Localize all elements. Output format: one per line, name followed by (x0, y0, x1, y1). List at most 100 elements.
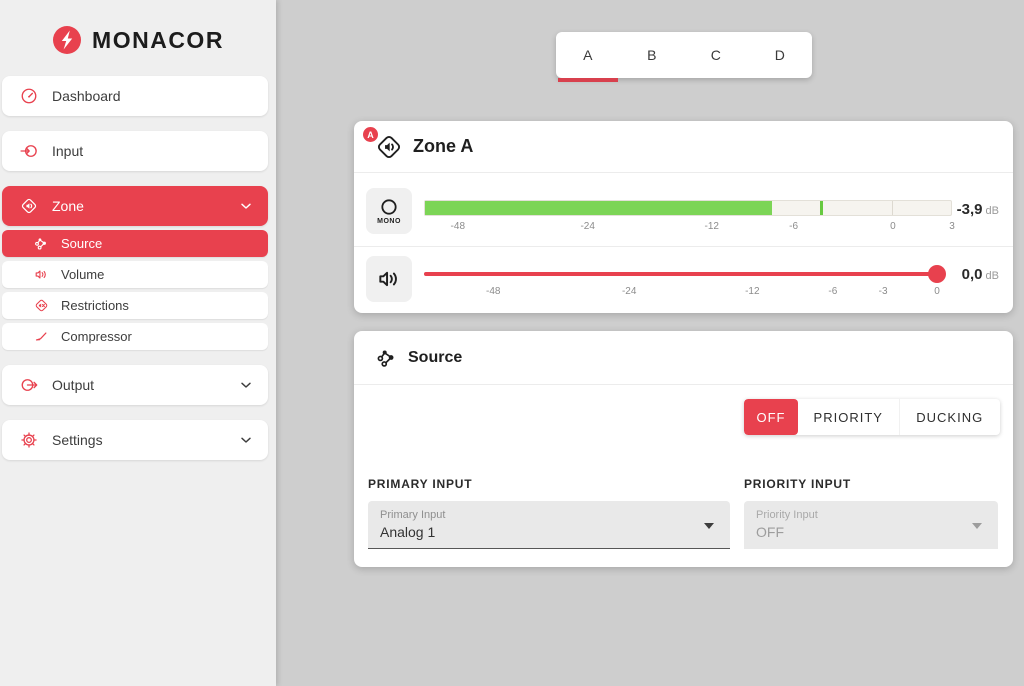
tab-label: B (647, 47, 657, 63)
sidebar-item-label: Dashboard (52, 88, 121, 104)
volume-tick: -12 (745, 286, 760, 297)
source-panel-title: Source (408, 348, 463, 366)
volume-speaker-icon (34, 267, 49, 282)
sidebar-item-settings[interactable]: Settings (2, 420, 268, 460)
meter-tick: 3 (949, 221, 955, 232)
sidebar-item-label: Compressor (61, 329, 132, 344)
zone-speaker-icon (20, 197, 38, 215)
meter-tick: 0 (890, 221, 896, 232)
priority-input-field-label: Priority Input (756, 509, 818, 521)
sidebar-item-dashboard[interactable]: Dashboard (2, 76, 268, 116)
tab-zone-a[interactable]: A (556, 32, 620, 82)
input-icon (20, 142, 38, 160)
chevron-down-icon (238, 432, 254, 448)
zone-diamond-speaker-icon (375, 133, 403, 161)
sidebar-item-label: Zone (52, 198, 84, 214)
sidebar-item-restrictions[interactable]: Restrictions (2, 292, 268, 319)
mode-priority-button[interactable]: PRIORITY (813, 409, 883, 425)
meter-tick: -12 (704, 221, 719, 232)
meter-tick: -24 (580, 221, 595, 232)
volume-slider-thumb[interactable] (928, 265, 946, 283)
meter-tick: -48 (450, 221, 466, 232)
sidebar-item-zone[interactable]: Zone (2, 186, 268, 226)
meter-zero-line (892, 201, 894, 215)
volume-tick: -3 (878, 286, 888, 297)
volume-db-unit: dB (985, 270, 999, 282)
primary-input-field-label: Primary Input (380, 509, 446, 521)
tab-zone-d[interactable]: D (748, 32, 812, 78)
dropdown-caret-icon (972, 523, 982, 529)
primary-input-select[interactable]: Primary Input Analog 1 (368, 501, 730, 549)
mode-off-button[interactable]: OFF (744, 399, 798, 435)
volume-slider[interactable] (424, 265, 946, 283)
zone-panel-title: Zone A (413, 136, 474, 156)
source-panel: Source OFF PRIORITY DUCKING PRIMARY INPU… (354, 331, 1013, 567)
meter-db-value: -3,9 dB (957, 201, 999, 218)
sidebar-item-input[interactable]: Input (2, 131, 268, 171)
restrictions-mute-icon (34, 298, 49, 313)
brand-name: MONACOR (92, 26, 224, 53)
meter-peak-marker (819, 201, 823, 215)
sidebar-item-output[interactable]: Output (2, 365, 268, 405)
meter-tick-labels: -48 -24 -12 -6 0 3 (424, 221, 955, 233)
tab-label: C (710, 47, 722, 63)
monacor-logo-icon (52, 25, 82, 55)
active-tab-underline (558, 78, 618, 82)
priority-input-select[interactable]: Priority Input OFF (744, 501, 998, 549)
speaker-icon (376, 266, 402, 292)
tab-zone-b[interactable]: B (620, 32, 684, 78)
level-meter-row: MONO -48 -24 -12 -6 0 3 -3,9 dB (354, 173, 1013, 247)
source-panel-header: Source (354, 331, 1013, 385)
volume-slider-row: -48 -24 -12 -6 -3 0 0,0 dB (354, 247, 1013, 311)
mono-button[interactable]: MONO (366, 188, 412, 234)
mode-ducking-button[interactable]: DUCKING (898, 399, 1001, 435)
sidebar-item-compressor[interactable]: Compressor (2, 323, 268, 350)
primary-input-value: Analog 1 (380, 524, 436, 540)
level-meter (424, 200, 952, 216)
volume-tick: -24 (621, 286, 637, 297)
mono-button-label: MONO (377, 218, 401, 225)
tab-label: D (774, 47, 786, 63)
volume-tick: -48 (486, 286, 501, 297)
sidebar-item-source[interactable]: Source (2, 230, 268, 257)
zone-a-panel: A Zone A MONO -48 -24 -1 (354, 121, 1013, 313)
volume-tick: -6 (828, 286, 838, 297)
sidebar-item-label: Volume (61, 267, 105, 282)
sidebar-spacer (0, 354, 276, 365)
sidebar-item-volume[interactable]: Volume (2, 261, 268, 288)
volume-db-number: 0,0 (961, 266, 983, 283)
chevron-down-icon (238, 198, 254, 214)
mono-circle-icon (379, 197, 399, 217)
volume-tick: 0 (934, 286, 940, 297)
sidebar-item-label: Source (61, 236, 103, 251)
output-icon (20, 376, 38, 394)
sidebar: MONACOR Dashboard Input Zone (0, 0, 276, 686)
primary-input-section-label: PRIMARY INPUT (368, 477, 473, 491)
volume-slider-fill (424, 272, 937, 276)
tab-label: A (583, 47, 593, 63)
sidebar-item-label: Settings (52, 432, 103, 448)
zone-tabs: A B C D (556, 32, 812, 82)
priority-input-section-label: PRIORITY INPUT (744, 477, 851, 491)
mute-button[interactable] (366, 256, 412, 302)
settings-gear-icon (20, 431, 38, 449)
dashboard-gauge-icon (20, 87, 38, 105)
priority-mode-switch: OFF PRIORITY DUCKING (744, 399, 1000, 435)
priority-input-value: OFF (756, 524, 784, 540)
sidebar-item-label: Restrictions (61, 298, 129, 313)
compressor-curve-icon (34, 329, 49, 344)
sidebar-item-label: Input (52, 143, 84, 159)
chevron-down-icon (238, 377, 254, 393)
source-nodes-icon (34, 236, 49, 251)
dropdown-caret-icon (704, 522, 714, 529)
meter-fill (425, 201, 773, 215)
brand-logo: MONACOR (0, 0, 276, 76)
tab-zone-c[interactable]: C (684, 32, 748, 78)
meter-db-number: -3,9 (956, 201, 983, 218)
sidebar-item-label: Output (52, 377, 95, 393)
meter-tick: -6 (789, 221, 799, 232)
zone-a-panel-header: A Zone A (354, 121, 1013, 173)
meter-db-unit: dB (985, 205, 999, 217)
volume-db-value: 0,0 dB (962, 266, 999, 283)
source-nodes-icon (376, 347, 398, 369)
